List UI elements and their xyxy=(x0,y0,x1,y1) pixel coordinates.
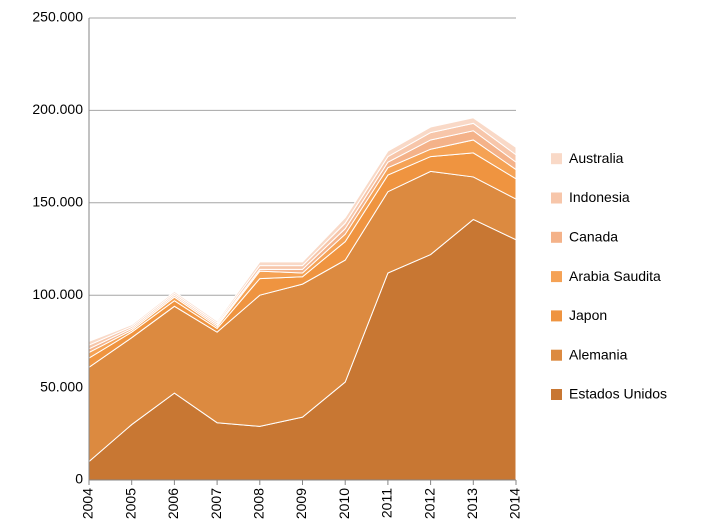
x-tick-label: 2005 xyxy=(122,488,138,519)
x-tick-label: 2008 xyxy=(251,488,267,519)
y-tick-label: 150.000 xyxy=(32,194,83,210)
legend-label: Japon xyxy=(569,307,607,323)
x-tick-label: 2010 xyxy=(336,488,352,519)
x-tick-label: 2004 xyxy=(80,488,96,519)
y-tick-label: 100.000 xyxy=(32,286,83,302)
x-tick-label: 2014 xyxy=(507,488,523,519)
legend-label: Alemania xyxy=(569,346,628,362)
legend-swatch xyxy=(551,231,562,243)
legend-swatch xyxy=(551,153,562,165)
x-tick-label: 2012 xyxy=(421,488,437,519)
x-tick-label: 2011 xyxy=(379,488,395,518)
y-tick-label: 200.000 xyxy=(32,101,83,117)
legend-label: Indonesia xyxy=(569,189,630,205)
legend-swatch xyxy=(551,389,562,400)
x-tick-label: 2006 xyxy=(165,488,181,519)
legend-swatch xyxy=(551,192,562,204)
x-tick-label: 2007 xyxy=(208,488,224,519)
legend-swatch xyxy=(551,310,562,322)
y-tick-label: 250.000 xyxy=(32,9,83,25)
legend-swatch xyxy=(551,271,562,283)
legend-label: Arabia Saudita xyxy=(569,268,661,284)
area xyxy=(88,117,517,346)
y-tick-label: 50.000 xyxy=(40,378,83,394)
legend-swatch xyxy=(551,349,562,361)
x-tick-label: 2009 xyxy=(293,488,309,519)
legend-label: Australia xyxy=(569,150,624,166)
legend-label: Estados Unidos xyxy=(569,386,667,402)
x-tick-label: 2013 xyxy=(464,488,480,519)
legend-label: Canada xyxy=(569,229,618,245)
y-tick-label: 0 xyxy=(75,471,83,487)
